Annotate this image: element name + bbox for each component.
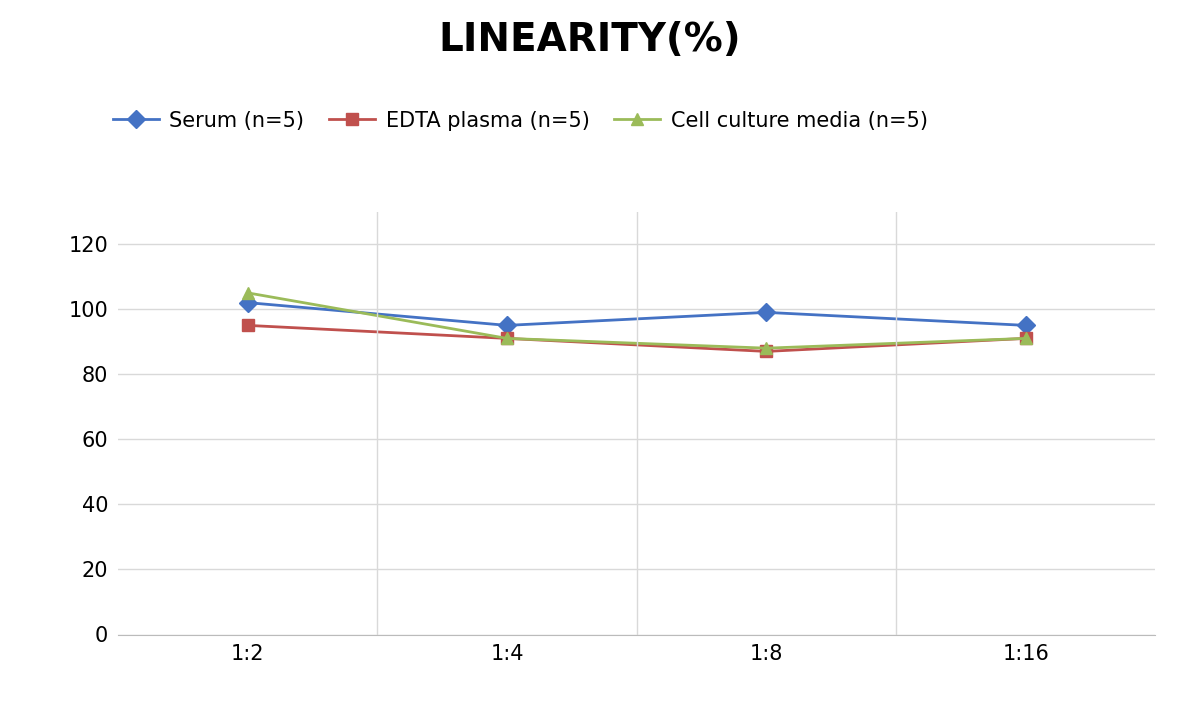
Line: EDTA plasma (n=5): EDTA plasma (n=5) bbox=[242, 319, 1032, 357]
Cell culture media (n=5) bbox=[500, 334, 514, 343]
EDTA plasma (n=5) bbox=[241, 321, 255, 330]
Legend: Serum (n=5), EDTA plasma (n=5), Cell culture media (n=5): Serum (n=5), EDTA plasma (n=5), Cell cul… bbox=[105, 102, 936, 139]
Cell culture media (n=5) bbox=[1019, 334, 1033, 343]
Serum (n=5) bbox=[759, 308, 773, 317]
Serum (n=5) bbox=[1019, 321, 1033, 330]
Line: Serum (n=5): Serum (n=5) bbox=[242, 296, 1032, 331]
EDTA plasma (n=5) bbox=[759, 347, 773, 355]
Cell culture media (n=5) bbox=[759, 344, 773, 352]
EDTA plasma (n=5) bbox=[500, 334, 514, 343]
EDTA plasma (n=5) bbox=[1019, 334, 1033, 343]
Cell culture media (n=5) bbox=[241, 288, 255, 297]
Serum (n=5) bbox=[500, 321, 514, 330]
Serum (n=5) bbox=[241, 298, 255, 307]
Line: Cell culture media (n=5): Cell culture media (n=5) bbox=[242, 287, 1032, 355]
Text: LINEARITY(%): LINEARITY(%) bbox=[439, 21, 740, 59]
